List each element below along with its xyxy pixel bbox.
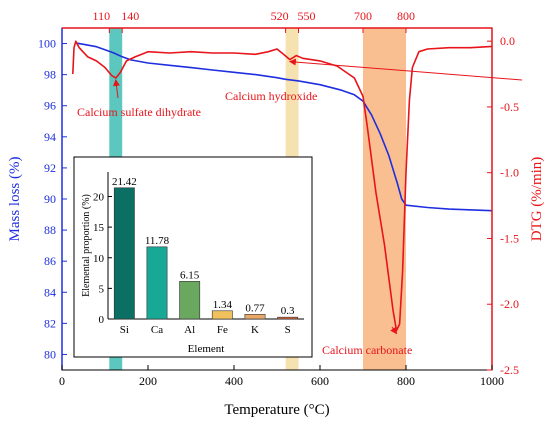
y-left-tick-label: 82 xyxy=(44,316,56,330)
inset-y-tick-label: 0 xyxy=(99,314,105,326)
x-tick-label: 0 xyxy=(59,374,65,388)
series-layer xyxy=(72,40,493,332)
y-right-tick-label: -1.5 xyxy=(500,231,519,245)
inset-bar-value-label: 1.34 xyxy=(213,299,233,311)
y-right-tick-label: -1.0 xyxy=(500,166,519,180)
inset-bar-k xyxy=(244,313,266,320)
y-left-tick-label: 88 xyxy=(44,223,56,237)
y-right-tick-label: -0.5 xyxy=(500,100,519,114)
inset-y-tick-label: 20 xyxy=(93,192,105,204)
y-left-tick-label: 80 xyxy=(44,347,56,361)
x-tick-label: 200 xyxy=(139,374,157,388)
inset-bar-fe xyxy=(211,310,233,320)
annotation-label: Calcium hydroxide xyxy=(225,89,317,103)
band-2 xyxy=(363,28,406,370)
y-right-axis-label: DTG (%/min) xyxy=(529,157,545,242)
y-left-tick-label: 94 xyxy=(44,130,56,144)
inset-y-tick-label: 10 xyxy=(93,253,105,265)
inset-x-tick-label: Al xyxy=(184,324,195,336)
y-left-tick-label: 90 xyxy=(44,192,56,206)
y-left-tick-label: 98 xyxy=(44,68,56,82)
top-marker-label: 800 xyxy=(397,9,415,23)
inset-bar-value-label: 11.78 xyxy=(145,235,170,247)
y-right-tick-label: -2.5 xyxy=(500,363,519,377)
y-right-tick-label: -2.0 xyxy=(500,297,519,311)
y-left-tick-label: 86 xyxy=(44,254,56,268)
y-right-tick-label: 0.0 xyxy=(500,34,515,48)
x-tick-label: 800 xyxy=(397,374,415,388)
top-marker-label: 140 xyxy=(121,9,139,23)
inset-y-tick-label: 15 xyxy=(93,222,105,234)
annotation-arrow xyxy=(288,58,523,81)
y-left-tick-label: 96 xyxy=(44,99,56,113)
x-tick-label: 1000 xyxy=(480,374,504,388)
x-tick-label: 600 xyxy=(311,374,329,388)
inset-bar-value-label: 21.42 xyxy=(112,176,137,188)
top-marker-label: 110 xyxy=(93,9,111,23)
annotation-label: Calcium carbonate xyxy=(322,343,412,357)
inset-bar-s xyxy=(277,316,299,320)
inset-bar-value-label: 6.15 xyxy=(180,269,200,281)
y-left-tick-label: 100 xyxy=(38,37,56,51)
inset-x-tick-label: K xyxy=(251,324,259,336)
top-marker-label: 550 xyxy=(298,9,316,23)
inset-bar-value-label: 0.77 xyxy=(245,302,265,314)
inset-bar-ca xyxy=(146,246,168,320)
annotations-layer: Calcium sulfate dihydrate Calcium hydroxi… xyxy=(77,58,523,357)
inset-bar-chart: 0 5 10 15 20 21.42 Si 11.78 Ca 6.15 Al 1.34 Fe 0.77 K 0… xyxy=(73,156,313,358)
x-axis-label: Temperature (°C) xyxy=(224,402,329,418)
axes-layer: 0 200 400 600 800 100080828486889092949698100… xyxy=(38,9,519,388)
x-tick-label: 400 xyxy=(225,374,243,388)
inset-y-axis-label: Elemental proportion (%) xyxy=(81,194,92,297)
y-left-tick-label: 84 xyxy=(44,285,56,299)
series-line-mass-loss xyxy=(74,42,493,212)
series-line-dtg xyxy=(72,40,493,332)
inset-y-tick-label: 5 xyxy=(99,283,105,295)
y-left-tick-label: 92 xyxy=(44,161,56,175)
inset-bar-al xyxy=(179,281,201,320)
inset-x-tick-label: Si xyxy=(120,324,129,336)
top-marker-label: 700 xyxy=(354,9,372,23)
inset-bar-value-label: 0.3 xyxy=(281,305,295,317)
inset-bar-si xyxy=(113,187,135,320)
inset-box xyxy=(73,156,313,358)
annotation-arrow xyxy=(390,326,398,335)
inset-x-axis-label: Element xyxy=(188,343,225,355)
inset-x-tick-label: S xyxy=(285,324,291,336)
inset-x-tick-label: Fe xyxy=(217,324,228,336)
annotation-arrow xyxy=(113,78,120,99)
y-left-axis-label: Mass loss (%) xyxy=(7,156,23,241)
top-marker-label: 520 xyxy=(271,9,289,23)
inset-x-tick-label: Ca xyxy=(151,324,163,336)
annotation-label: Calcium sulfate dihydrate xyxy=(77,105,201,119)
